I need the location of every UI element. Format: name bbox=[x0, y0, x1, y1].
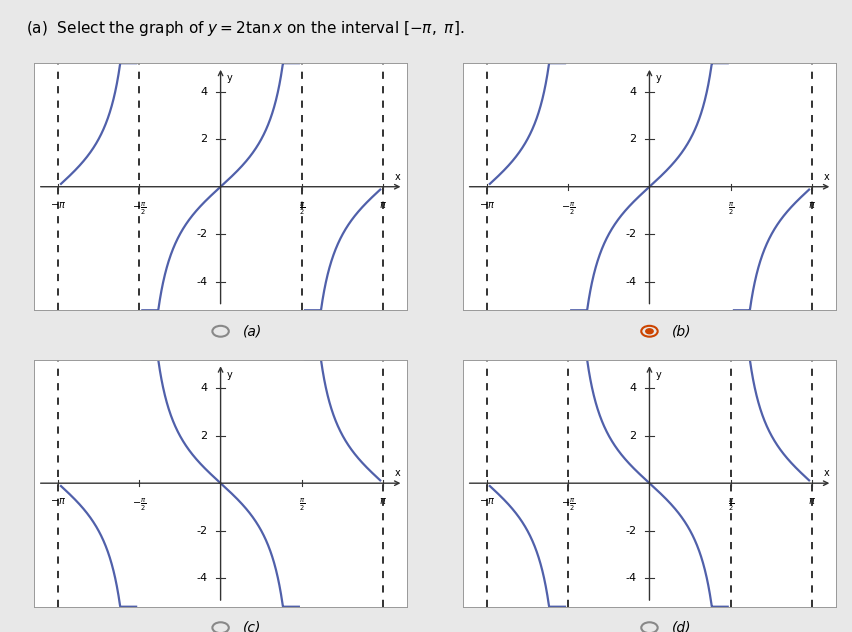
Text: $-\pi$: $-\pi$ bbox=[478, 496, 494, 506]
Text: $\pi$: $\pi$ bbox=[379, 200, 387, 210]
Text: y: y bbox=[655, 73, 660, 83]
Text: $\pi$: $\pi$ bbox=[807, 496, 815, 506]
Circle shape bbox=[645, 329, 653, 334]
Text: $-\pi$: $-\pi$ bbox=[49, 200, 66, 210]
Text: -4: -4 bbox=[625, 573, 636, 583]
Text: -4: -4 bbox=[625, 277, 636, 287]
Text: (a): (a) bbox=[243, 324, 262, 338]
Text: -2: -2 bbox=[625, 229, 636, 240]
Text: (a)  Select the graph of $y=2\tan x$ on the interval $[-\pi,\ \pi]$.: (a) Select the graph of $y=2\tan x$ on t… bbox=[26, 19, 463, 38]
Text: 2: 2 bbox=[200, 134, 207, 144]
Text: y: y bbox=[655, 370, 660, 380]
Text: 4: 4 bbox=[200, 87, 207, 97]
Text: (c): (c) bbox=[243, 621, 261, 632]
Text: 4: 4 bbox=[629, 383, 636, 393]
Text: x: x bbox=[394, 171, 400, 181]
Text: $-\frac{\pi}{2}$: $-\frac{\pi}{2}$ bbox=[561, 200, 575, 217]
Text: -4: -4 bbox=[196, 573, 207, 583]
Text: $-\pi$: $-\pi$ bbox=[478, 200, 494, 210]
Text: (b): (b) bbox=[671, 324, 690, 338]
Text: $\frac{\pi}{2}$: $\frac{\pi}{2}$ bbox=[298, 200, 305, 217]
Text: (d): (d) bbox=[671, 621, 690, 632]
Text: -2: -2 bbox=[196, 229, 207, 240]
Text: x: x bbox=[394, 468, 400, 478]
Text: 2: 2 bbox=[629, 134, 636, 144]
Text: y: y bbox=[227, 73, 233, 83]
Text: y: y bbox=[227, 370, 233, 380]
Text: $\pi$: $\pi$ bbox=[379, 496, 387, 506]
Text: $\frac{\pi}{2}$: $\frac{\pi}{2}$ bbox=[298, 496, 305, 513]
Text: 4: 4 bbox=[629, 87, 636, 97]
Text: -2: -2 bbox=[625, 526, 636, 536]
Text: $-\frac{\pi}{2}$: $-\frac{\pi}{2}$ bbox=[132, 200, 147, 217]
Text: x: x bbox=[823, 171, 828, 181]
Text: $\pi$: $\pi$ bbox=[807, 200, 815, 210]
Text: x: x bbox=[823, 468, 828, 478]
Text: $\frac{\pi}{2}$: $\frac{\pi}{2}$ bbox=[727, 200, 733, 217]
Text: 4: 4 bbox=[200, 383, 207, 393]
Text: $-\pi$: $-\pi$ bbox=[49, 496, 66, 506]
Text: $-\frac{\pi}{2}$: $-\frac{\pi}{2}$ bbox=[132, 496, 147, 513]
Text: $\frac{\pi}{2}$: $\frac{\pi}{2}$ bbox=[727, 496, 733, 513]
Text: -2: -2 bbox=[196, 526, 207, 536]
Text: 2: 2 bbox=[629, 430, 636, 441]
Text: 2: 2 bbox=[200, 430, 207, 441]
Text: $-\frac{\pi}{2}$: $-\frac{\pi}{2}$ bbox=[561, 496, 575, 513]
Text: -4: -4 bbox=[196, 277, 207, 287]
